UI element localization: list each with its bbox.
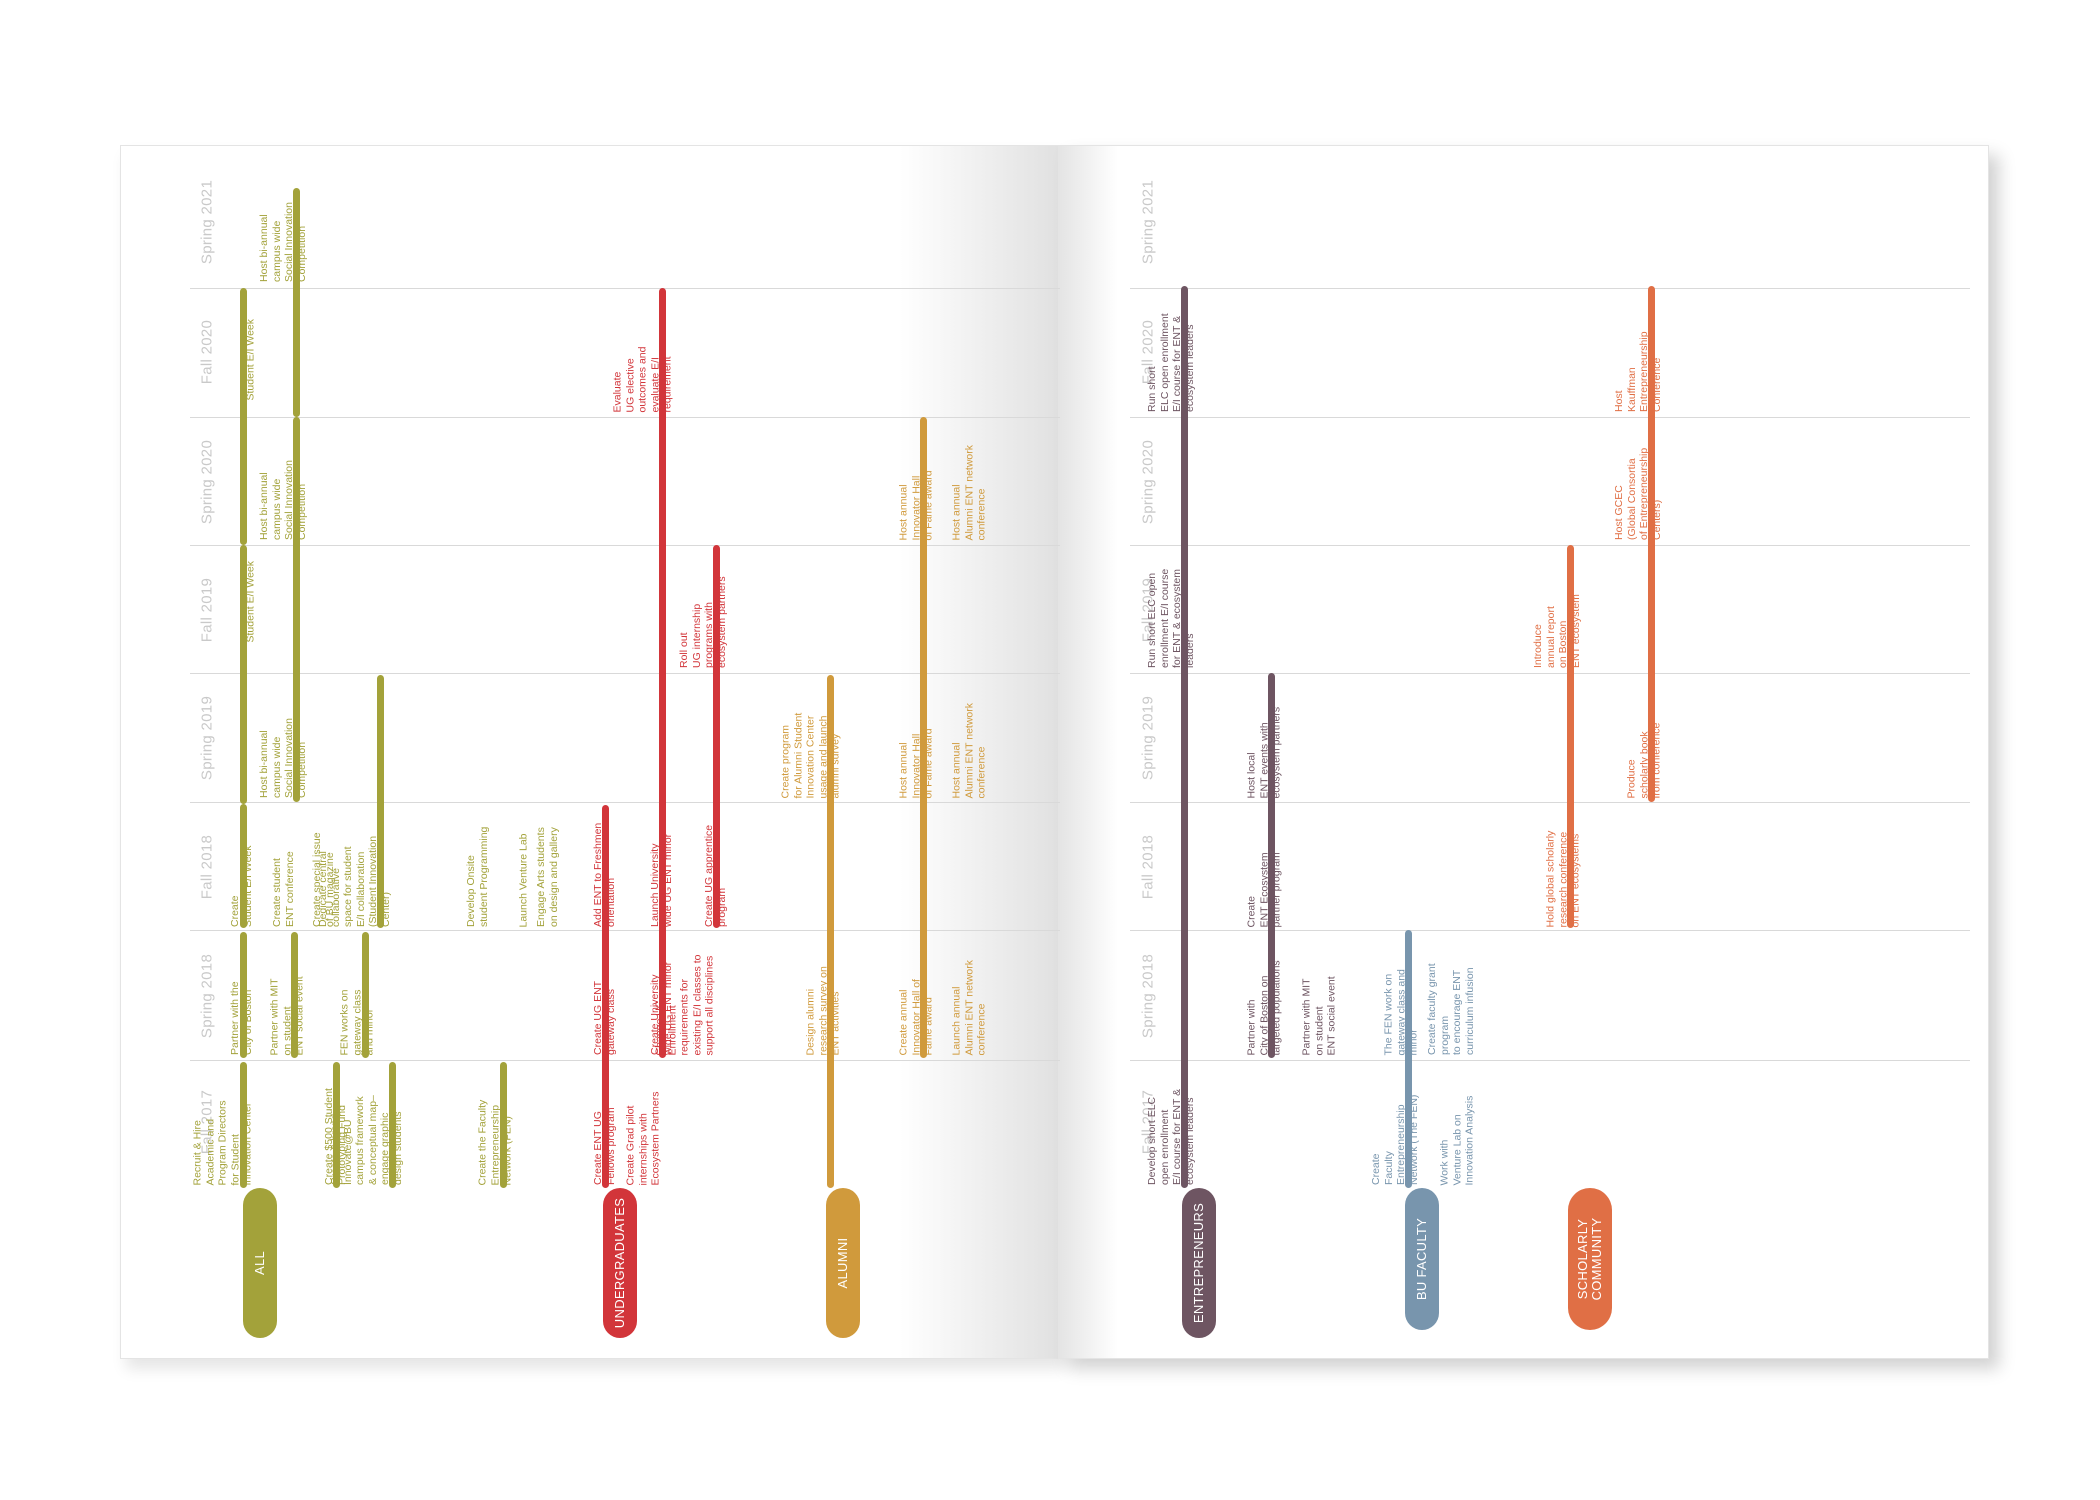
timeline-bar bbox=[377, 675, 384, 928]
group-pill-scholarly-community: SCHOLARLY COMMUNITY bbox=[1568, 1188, 1612, 1330]
group-pill-undergraduates: UNDERGRADUATES bbox=[603, 1188, 637, 1338]
book-gutter-shadow-right bbox=[1058, 146, 1118, 1358]
gridline bbox=[190, 802, 1060, 803]
timeline-bar bbox=[1181, 286, 1188, 1188]
gridline bbox=[1130, 288, 1970, 289]
timeline-bar bbox=[659, 288, 666, 1058]
timeline-bar bbox=[240, 1062, 247, 1188]
timeline-bar bbox=[293, 188, 300, 417]
timeline-bar bbox=[240, 545, 247, 804]
group-pill-entrepreneurs: ENTREPRENEURS bbox=[1182, 1188, 1216, 1338]
timeline-bar bbox=[500, 1062, 507, 1188]
timeline-bar bbox=[920, 417, 927, 1058]
timeline-bar bbox=[1567, 545, 1574, 928]
gridline bbox=[1130, 545, 1970, 546]
timeline-bar bbox=[291, 932, 298, 1058]
timeline-bar bbox=[713, 545, 720, 928]
gridline bbox=[190, 930, 1060, 931]
timeline-bar bbox=[602, 805, 609, 1188]
group-pill-bu-faculty: BU FACULTY bbox=[1405, 1188, 1439, 1330]
timeline-bar bbox=[240, 804, 247, 928]
timeline-bar bbox=[1648, 286, 1655, 802]
timeline-bar bbox=[1268, 673, 1275, 1058]
timeline-bar bbox=[827, 675, 834, 1188]
gridline bbox=[190, 545, 1060, 546]
gridline bbox=[1130, 417, 1970, 418]
group-pill-all: ALL bbox=[243, 1188, 277, 1338]
timeline-bar bbox=[240, 288, 247, 545]
gridline bbox=[1130, 673, 1970, 674]
timeline-bar bbox=[240, 932, 247, 1058]
gridline bbox=[190, 673, 1060, 674]
timeline-bar bbox=[362, 932, 369, 1058]
gridline bbox=[190, 1060, 1060, 1061]
gridline bbox=[1130, 930, 1970, 931]
right-page bbox=[1058, 145, 1989, 1359]
timeline-bar bbox=[1405, 930, 1412, 1188]
timeline-bar bbox=[333, 1062, 340, 1188]
gridline bbox=[1130, 1060, 1970, 1061]
gridline bbox=[1130, 802, 1970, 803]
timeline-bar bbox=[293, 417, 300, 802]
gridline bbox=[190, 288, 1060, 289]
group-pill-alumni: ALUMNI bbox=[826, 1188, 860, 1338]
timeline-bar bbox=[389, 1062, 396, 1188]
gridline bbox=[190, 417, 1060, 418]
